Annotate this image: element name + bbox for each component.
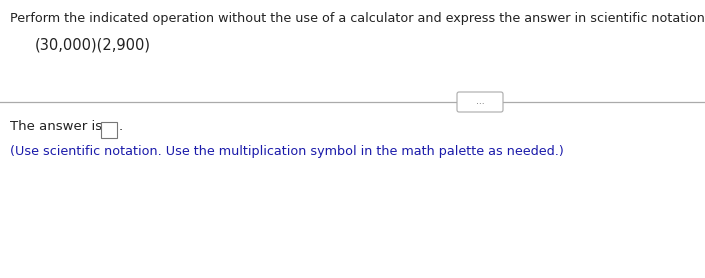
Text: .: .	[119, 120, 123, 133]
Text: (30,000)(2,900): (30,000)(2,900)	[35, 38, 151, 53]
Text: ...: ...	[476, 98, 484, 106]
Text: (Use scientific notation. Use the multiplication symbol in the math palette as n: (Use scientific notation. Use the multip…	[10, 145, 564, 158]
FancyBboxPatch shape	[457, 92, 503, 112]
FancyBboxPatch shape	[101, 122, 117, 138]
Text: Perform the indicated operation without the use of a calculator and express the : Perform the indicated operation without …	[10, 12, 705, 25]
Text: The answer is: The answer is	[10, 120, 102, 133]
